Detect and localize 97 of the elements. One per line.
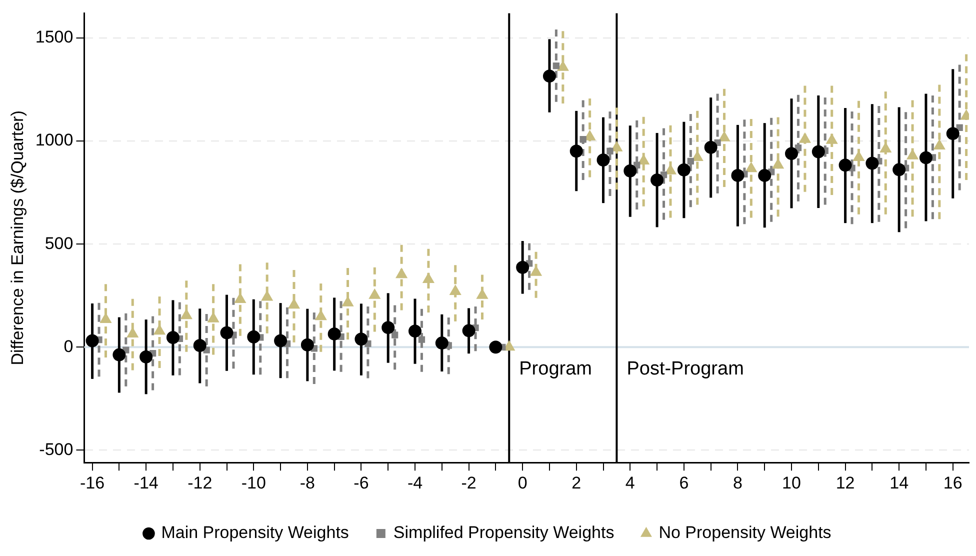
y-tick-label: 0 xyxy=(64,336,74,356)
y-tick-label: 500 xyxy=(44,234,74,253)
x-tick-label: -16 xyxy=(80,473,105,492)
point xyxy=(300,338,314,352)
point xyxy=(552,62,560,70)
point xyxy=(208,312,219,322)
point xyxy=(354,332,368,346)
point xyxy=(946,127,960,140)
point xyxy=(638,154,650,165)
x-tick-label: -12 xyxy=(188,473,212,492)
y-tick-label: 1000 xyxy=(35,130,74,150)
point xyxy=(799,132,811,143)
x-tick-label: -8 xyxy=(300,473,315,492)
point xyxy=(288,298,300,309)
point xyxy=(704,140,718,154)
point xyxy=(664,164,676,174)
ref-line-label: Program xyxy=(519,358,592,380)
point xyxy=(812,145,825,158)
x-tick-label: 2 xyxy=(572,473,582,492)
x-tick-label: -14 xyxy=(134,473,158,492)
point xyxy=(396,268,408,278)
point xyxy=(919,151,932,164)
point xyxy=(274,334,288,348)
point xyxy=(261,290,273,301)
point xyxy=(450,285,462,295)
point xyxy=(220,326,234,340)
point xyxy=(530,266,542,276)
point xyxy=(650,173,664,186)
point xyxy=(906,149,918,160)
x-tick-label: 16 xyxy=(943,473,962,492)
point xyxy=(489,340,502,354)
legend-label: No Propensity Weights xyxy=(658,523,832,542)
y-tick-label: 1500 xyxy=(35,28,74,47)
point xyxy=(677,163,690,176)
x-tick-label: 0 xyxy=(518,473,528,492)
point xyxy=(392,332,398,338)
x-tick-label: 10 xyxy=(782,473,801,492)
point xyxy=(866,156,879,170)
point xyxy=(542,70,556,83)
x-tick-label: 4 xyxy=(625,473,635,492)
point xyxy=(853,151,864,162)
point xyxy=(234,293,246,304)
point xyxy=(435,336,448,350)
point xyxy=(731,168,744,182)
legend-label: Simplifed Propensity Weights xyxy=(393,523,614,542)
point xyxy=(772,158,784,169)
point xyxy=(166,330,180,344)
point xyxy=(193,339,206,352)
x-tick-label: 8 xyxy=(732,473,742,492)
point xyxy=(580,136,586,143)
point xyxy=(687,158,694,165)
point xyxy=(328,327,341,340)
point xyxy=(140,350,153,364)
x-tick-label: -4 xyxy=(407,473,423,492)
point xyxy=(826,134,838,144)
point xyxy=(180,309,192,320)
point xyxy=(596,153,610,166)
x-tick-label: -10 xyxy=(241,473,266,492)
point xyxy=(892,163,906,176)
x-tick-label: 12 xyxy=(836,473,855,492)
point xyxy=(154,324,166,335)
point xyxy=(880,142,892,153)
point xyxy=(785,147,798,160)
x-tick-label: -6 xyxy=(354,473,369,492)
point xyxy=(503,340,515,351)
point xyxy=(934,139,946,150)
point xyxy=(368,288,380,299)
point xyxy=(692,151,704,162)
x-tick-label: 6 xyxy=(679,473,689,492)
point xyxy=(758,168,772,182)
point xyxy=(557,60,569,71)
point xyxy=(606,148,614,154)
point xyxy=(838,158,852,172)
point xyxy=(611,141,622,152)
x-tick-label: 14 xyxy=(890,473,909,492)
point xyxy=(745,162,757,172)
point xyxy=(718,131,730,142)
y-tick-label: -500 xyxy=(39,440,74,459)
point xyxy=(422,273,434,284)
point xyxy=(516,260,530,274)
point xyxy=(418,336,426,343)
y-axis-title: Difference in Earnings ($/Quarter) xyxy=(8,110,27,366)
point xyxy=(956,124,963,131)
point xyxy=(86,334,99,348)
point xyxy=(315,310,327,320)
x-tick-label: -2 xyxy=(461,473,476,492)
point xyxy=(462,324,476,338)
point xyxy=(570,144,583,158)
point xyxy=(624,164,637,178)
legend-label: Main Propensity Weights xyxy=(161,523,349,542)
point xyxy=(126,327,138,338)
ref-line-label: Post-Program xyxy=(626,358,744,380)
point xyxy=(112,348,126,362)
point xyxy=(382,321,395,334)
point xyxy=(100,313,112,324)
point xyxy=(408,324,422,338)
point xyxy=(247,330,260,344)
